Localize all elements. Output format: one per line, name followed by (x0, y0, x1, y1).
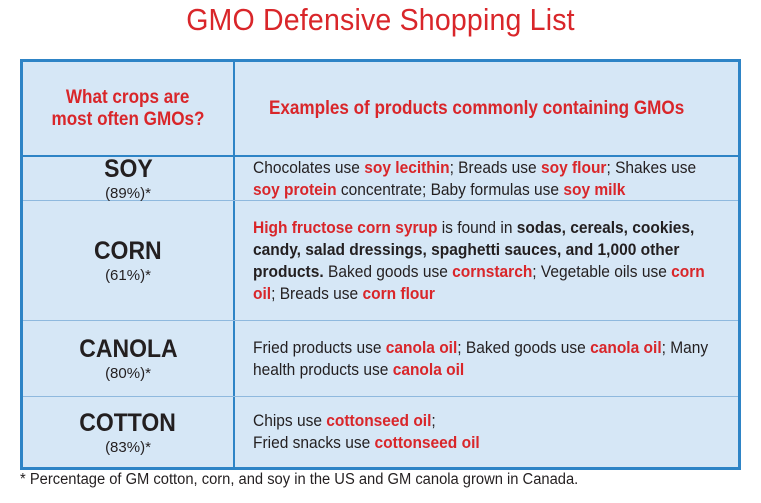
row-crop-cell: COTTON (83%)* (23, 397, 233, 467)
highlighted-ingredient: soy protein (253, 180, 337, 199)
highlighted-ingredient: soy lecithin (364, 158, 450, 177)
highlighted-ingredient: cottonseed oil (374, 434, 480, 452)
row-products-cell: High fructose corn syrup is found in sod… (253, 201, 723, 320)
row-divider (23, 320, 738, 321)
highlighted-ingredient: soy milk (563, 180, 626, 199)
text-segment: Fried snacks use (253, 434, 375, 452)
text-segment: ; Breads use (271, 284, 363, 303)
header-products-cell: Examples of products commonly containing… (269, 62, 739, 155)
text-segment: ; Shakes use (606, 158, 697, 177)
text-segment: ; Many health products use (253, 338, 709, 379)
gmo-table: What crops are most often GMOs? Examples… (20, 59, 741, 470)
crop-percent: (89%)* (105, 185, 151, 202)
text-segment: concentrate; Baby formulas use (336, 180, 564, 199)
text-segment: Fried products use (253, 338, 386, 357)
crop-name: CANOLA (78, 335, 178, 363)
highlighted-ingredient: soy flour (540, 158, 607, 177)
text-segment: is found in (437, 218, 517, 237)
crop-percent: (80%)* (105, 365, 151, 382)
highlighted-ingredient: corn oil (253, 262, 705, 303)
page-title: GMO Defensive Shopping List (186, 2, 575, 37)
crop-percent: (83%)* (105, 438, 151, 456)
header-products: Examples of products commonly containing… (269, 97, 685, 119)
highlighted-ingredient: High fructose corn syrup (253, 218, 438, 237)
text-segment: ; Baked goods use (457, 338, 591, 357)
crop-name: COTTON (79, 408, 177, 437)
products-description: Fried products use canola oil; Baked goo… (253, 337, 723, 381)
footnote: * Percentage of GM cotton, corn, and soy… (20, 471, 579, 488)
text-segment: ; Vegetable oils use (532, 262, 672, 281)
highlighted-ingredient: cornstarch (452, 262, 533, 281)
products-description: High fructose corn syrup is found in sod… (253, 217, 723, 305)
crop-percent: (61%)* (105, 267, 151, 284)
text-segment: Baked goods use (323, 262, 453, 281)
text-segment: ; (431, 412, 436, 430)
row-divider (23, 396, 738, 397)
row-crop-cell: SOY (89%)* (23, 155, 233, 202)
highlighted-ingredient: canola oil (392, 360, 465, 379)
text-segment: Chocolates use (253, 158, 365, 177)
bold-text: sodas, cereals, cookies, candy, salad dr… (253, 218, 695, 281)
header-crops-cell: What crops are most often GMOs? (23, 62, 233, 155)
highlighted-ingredient: canola oil (590, 338, 662, 357)
row-products-cell: Chocolates use soy lecithin; Breads use … (253, 157, 723, 200)
row-products-cell: Fried products use canola oil; Baked goo… (253, 321, 723, 396)
header-crops-line2: most often GMOs? (51, 108, 205, 130)
products-description: Chocolates use soy lecithin; Breads use … (253, 157, 723, 201)
row-divider (23, 200, 738, 201)
crop-name: SOY (103, 155, 153, 183)
crop-name: CORN (94, 237, 162, 265)
column-divider (233, 62, 235, 467)
highlighted-ingredient: cottonseed oil (326, 412, 432, 430)
header-divider (23, 155, 738, 157)
highlighted-ingredient: canola oil (385, 338, 458, 357)
row-crop-cell: CANOLA (80%)* (23, 321, 233, 396)
text-segment: ; Breads use (449, 158, 541, 177)
row-products-cell: Chips use cottonseed oil; Fried snacks us… (253, 397, 723, 467)
row-crop-cell: CORN (61%)* (23, 201, 233, 320)
products-description: Chips use cottonseed oil; Fried snacks us… (253, 410, 723, 454)
header-crops-line1: What crops are (66, 86, 190, 108)
highlighted-ingredient: corn flour (362, 284, 435, 303)
text-segment: Chips use (253, 412, 327, 430)
